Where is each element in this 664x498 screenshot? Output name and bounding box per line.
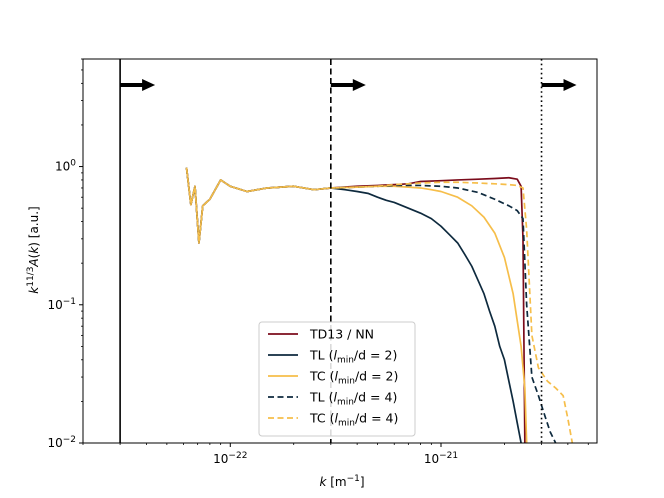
legend-label-pre: TL ( [309, 390, 333, 405]
x-axis-label: k [m−1] [319, 474, 364, 489]
legend-label-post: ) [393, 411, 398, 426]
x-tick-label: 10−21 [424, 451, 458, 466]
series-group [185, 167, 574, 443]
legend-label-sym: l [333, 390, 337, 405]
y-tick-label: 10−2 [47, 435, 76, 450]
legend-label-pre: TD13 / NN [309, 327, 374, 342]
legend-label-sub: min [337, 356, 354, 366]
x-tick-exp: −22 [228, 451, 247, 461]
axes-frame [82, 58, 598, 444]
y-tick-exp: 0 [70, 159, 76, 169]
y-tick-exp: −2 [63, 435, 76, 445]
y-tick-label: 10−1 [47, 297, 76, 312]
legend-label-eq: /d = 4 [355, 411, 394, 426]
arrow-head-2 [352, 79, 366, 91]
series-line-5 [185, 167, 574, 443]
y-tick-base: 10 [47, 436, 62, 450]
y-axis-label: k11/3A(k) [a.u.] [26, 206, 41, 293]
legend-label-sub: min [338, 377, 355, 387]
arrow-head-3 [563, 79, 577, 91]
legend-label-sym: l [334, 411, 338, 426]
legend-label-sub: min [337, 398, 354, 408]
y-tick-exp: −1 [63, 297, 76, 307]
legend-label-sym: l [334, 369, 338, 384]
legend-label-eq: /d = 2 [354, 348, 393, 363]
legend-label-post: ) [392, 348, 397, 363]
x-tick-exp: −21 [439, 451, 458, 461]
series-line-4 [185, 167, 557, 443]
arrow-head-1 [142, 79, 156, 91]
legend-label-5: TC (lmin/d = 4) [309, 411, 398, 429]
y-tick-label: 100 [55, 159, 76, 174]
legend-box [258, 321, 416, 437]
legend-label-eq: /d = 4 [354, 390, 393, 405]
legend-label-sym: l [333, 348, 337, 363]
legend-label-eq: /d = 2 [355, 369, 394, 384]
legend-label-pre: TL ( [309, 348, 333, 363]
y-tick-base: 10 [47, 298, 62, 312]
x-tick-base: 10 [213, 452, 228, 466]
legend-label-1: TD13 / NN [309, 327, 374, 342]
legend-label-2: TL (lmin/d = 2) [309, 348, 397, 366]
legend-label-3: TC (lmin/d = 2) [309, 369, 398, 387]
legend-label-post: ) [392, 390, 397, 405]
plot-layer [119, 59, 577, 443]
axes-border [82, 58, 598, 444]
y-tick-base: 10 [55, 160, 70, 174]
legend-label-4: TL (lmin/d = 4) [309, 390, 397, 408]
legend-label-sub: min [338, 419, 355, 429]
legend-label-pre: TC ( [309, 369, 334, 384]
x-tick-base: 10 [424, 452, 439, 466]
x-tick-label: 10−22 [213, 451, 247, 466]
legend-label-pre: TC ( [309, 411, 334, 426]
legend-label-post: ) [393, 369, 398, 384]
